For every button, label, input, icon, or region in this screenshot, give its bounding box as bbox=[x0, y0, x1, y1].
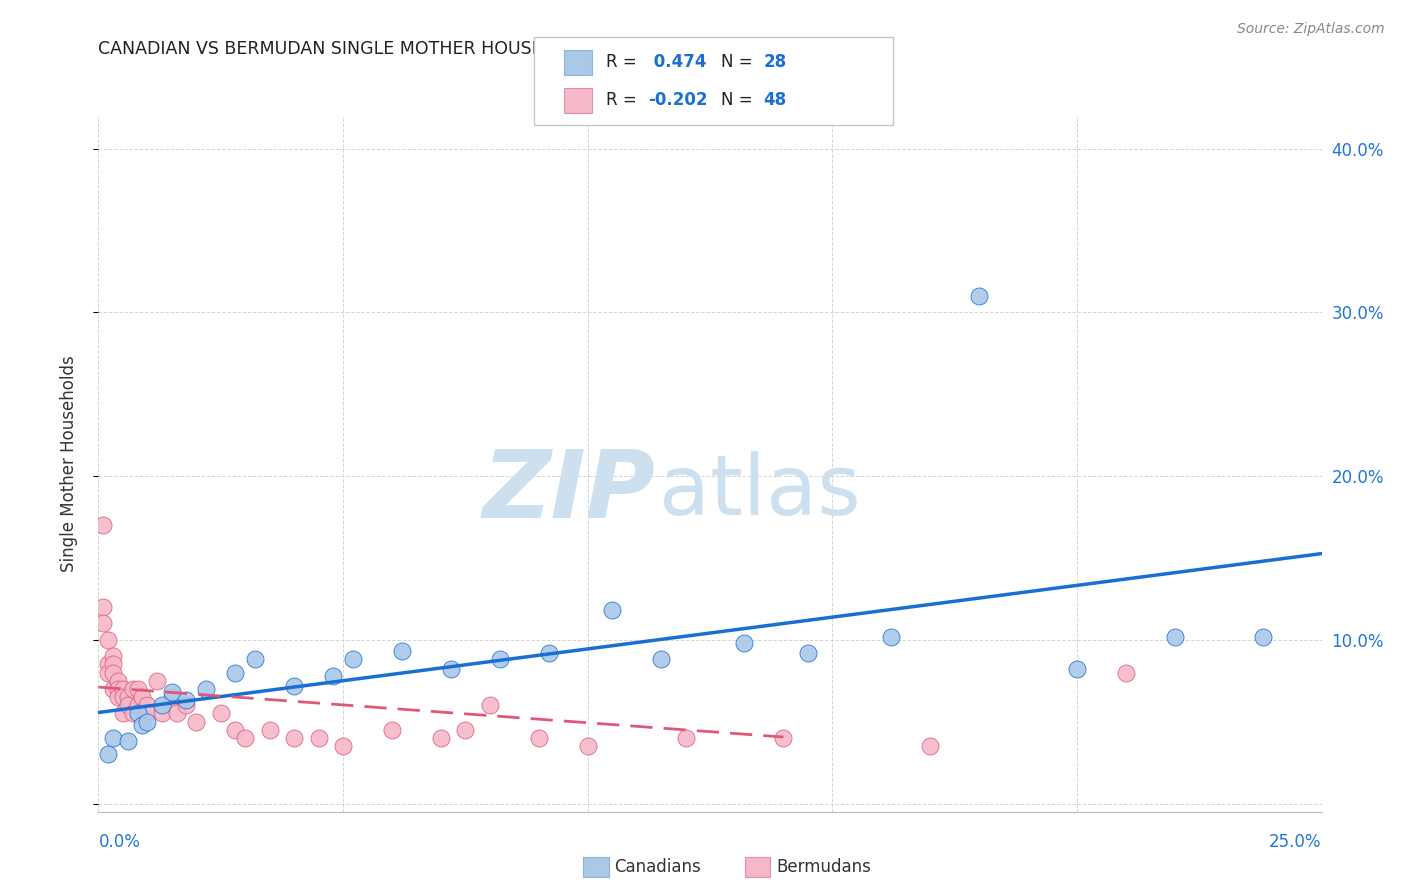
Point bbox=[243, 652, 266, 666]
Point bbox=[136, 706, 159, 721]
Point bbox=[150, 698, 173, 713]
Point bbox=[600, 603, 623, 617]
Point bbox=[650, 652, 672, 666]
Text: ZIP: ZIP bbox=[482, 446, 655, 538]
Point bbox=[332, 739, 354, 754]
Point bbox=[131, 718, 153, 732]
Point bbox=[920, 739, 942, 754]
Point bbox=[97, 632, 120, 647]
Text: N =: N = bbox=[721, 54, 758, 71]
Point bbox=[101, 649, 124, 664]
Point bbox=[488, 652, 510, 666]
Point bbox=[176, 693, 198, 707]
Point bbox=[576, 739, 599, 754]
Point bbox=[97, 747, 120, 762]
Point bbox=[150, 706, 173, 721]
Point bbox=[146, 673, 169, 688]
Text: Bermudans: Bermudans bbox=[776, 858, 870, 876]
Text: 48: 48 bbox=[763, 91, 786, 109]
Point bbox=[880, 630, 903, 644]
Point bbox=[107, 681, 129, 696]
Point bbox=[136, 698, 159, 713]
Point bbox=[797, 646, 820, 660]
Point bbox=[176, 698, 198, 713]
Point bbox=[224, 723, 246, 737]
Point bbox=[127, 698, 149, 713]
Point bbox=[131, 690, 153, 705]
Point bbox=[1115, 665, 1137, 680]
Point bbox=[391, 644, 413, 658]
Point bbox=[107, 690, 129, 705]
Point bbox=[97, 665, 120, 680]
Point bbox=[136, 714, 159, 729]
Text: 0.0%: 0.0% bbox=[98, 833, 141, 851]
Point bbox=[527, 731, 550, 745]
Point bbox=[233, 731, 256, 745]
Point bbox=[1066, 662, 1088, 676]
Point bbox=[381, 723, 404, 737]
Point bbox=[478, 698, 501, 713]
Point bbox=[322, 669, 344, 683]
Text: Canadians: Canadians bbox=[614, 858, 702, 876]
Point bbox=[283, 679, 305, 693]
Point bbox=[91, 600, 114, 615]
Point bbox=[283, 731, 305, 745]
Point bbox=[967, 289, 990, 303]
Point bbox=[101, 665, 124, 680]
Point bbox=[308, 731, 330, 745]
Point bbox=[111, 681, 134, 696]
Text: 28: 28 bbox=[763, 54, 786, 71]
Point bbox=[166, 706, 188, 721]
Point bbox=[101, 657, 124, 672]
Point bbox=[97, 657, 120, 672]
Text: CANADIAN VS BERMUDAN SINGLE MOTHER HOUSEHOLDS CORRELATION CHART: CANADIAN VS BERMUDAN SINGLE MOTHER HOUSE… bbox=[98, 40, 799, 58]
Point bbox=[224, 665, 246, 680]
Point bbox=[259, 723, 281, 737]
Point bbox=[195, 681, 218, 696]
Text: N =: N = bbox=[721, 91, 758, 109]
Point bbox=[111, 690, 134, 705]
Text: R =: R = bbox=[606, 91, 643, 109]
Point bbox=[121, 706, 143, 721]
Point bbox=[537, 646, 560, 660]
Point bbox=[117, 690, 139, 705]
Text: atlas: atlas bbox=[658, 451, 860, 533]
Text: Source: ZipAtlas.com: Source: ZipAtlas.com bbox=[1237, 22, 1385, 37]
Point bbox=[440, 662, 463, 676]
Text: R =: R = bbox=[606, 54, 643, 71]
Point bbox=[1251, 630, 1274, 644]
Point bbox=[121, 681, 143, 696]
Point bbox=[127, 681, 149, 696]
Text: -0.202: -0.202 bbox=[648, 91, 707, 109]
Point bbox=[101, 731, 124, 745]
Point bbox=[91, 518, 114, 533]
Point bbox=[117, 734, 139, 748]
Point bbox=[107, 673, 129, 688]
Point bbox=[430, 731, 453, 745]
Point bbox=[127, 706, 149, 721]
Point bbox=[209, 706, 232, 721]
Point bbox=[117, 698, 139, 713]
Point bbox=[160, 685, 183, 699]
Point bbox=[733, 636, 755, 650]
Point bbox=[186, 714, 208, 729]
Y-axis label: Single Mother Households: Single Mother Households bbox=[59, 356, 77, 572]
Point bbox=[91, 616, 114, 631]
Point bbox=[111, 706, 134, 721]
Point bbox=[675, 731, 697, 745]
Point bbox=[772, 731, 794, 745]
Text: 25.0%: 25.0% bbox=[1270, 833, 1322, 851]
Point bbox=[1164, 630, 1187, 644]
Point bbox=[160, 690, 183, 705]
Point bbox=[342, 652, 364, 666]
Point bbox=[101, 681, 124, 696]
Point bbox=[454, 723, 477, 737]
Text: 0.474: 0.474 bbox=[648, 54, 707, 71]
